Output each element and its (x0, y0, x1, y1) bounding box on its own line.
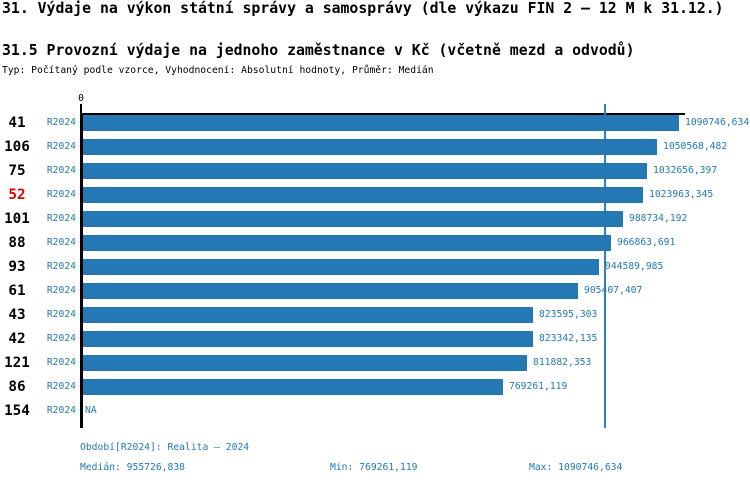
bar (83, 211, 623, 227)
row-id-label: 61 (8, 283, 26, 299)
chart-row: 86 R2024 769261,119 (0, 379, 750, 395)
bar-value-label: 823595,303 (539, 309, 598, 320)
row-id-label: 121 (4, 355, 30, 371)
axis-left-line (80, 113, 83, 428)
footer-period-label: Období[R2024]: Realita – 2024 (80, 442, 250, 453)
bar-value-label: 769261,119 (509, 381, 568, 392)
row-period-label: R2024 (46, 213, 76, 224)
row-period-label: R2024 (46, 333, 76, 344)
bar (83, 187, 643, 203)
bar (83, 235, 611, 251)
axis-top-line (80, 113, 685, 115)
bar-value-label: 905407,407 (584, 285, 643, 296)
bar-value-label: 944589,985 (605, 261, 664, 272)
row-id-label: 52 (8, 187, 26, 203)
footer-max-label: Max: 1090746,634 (529, 462, 623, 473)
row-period-label: R2024 (46, 165, 76, 176)
bar (83, 139, 657, 155)
chart-row: 41 R2024 1090746,634 (0, 115, 750, 131)
page-title: 31. Výdaje na výkon státní správy a samo… (2, 0, 724, 17)
bar-value-label: 1050568,482 (663, 141, 728, 152)
bar-value-label: 988734,192 (629, 213, 688, 224)
bar (83, 331, 533, 347)
row-id-label: 101 (4, 211, 30, 227)
bar-value-label: 823342,135 (539, 333, 598, 344)
chart-meta-line: Typ: Počítaný podle vzorce, Vyhodnocení:… (2, 65, 434, 76)
row-period-label: R2024 (46, 117, 76, 128)
chart-row: 93 R2024 944589,985 (0, 259, 750, 275)
bar-value-label: 1023963,345 (649, 189, 714, 200)
chart-row: 154 R2024 NA (0, 403, 750, 419)
chart-row: 101 R2024 988734,192 (0, 211, 750, 227)
bar (83, 379, 503, 395)
bar-value-label: 1032656,397 (653, 165, 718, 176)
bar (83, 283, 578, 299)
row-id-label: 154 (4, 403, 30, 419)
chart-row: 88 R2024 966863,691 (0, 235, 750, 251)
row-period-label: R2024 (46, 381, 76, 392)
bar-value-label: NA (85, 405, 97, 416)
chart-row: 61 R2024 905407,407 (0, 283, 750, 299)
row-period-label: R2024 (46, 309, 76, 320)
chart-row: 121 R2024 811882,353 (0, 355, 750, 371)
row-id-label: 42 (8, 331, 26, 347)
chart-row: 43 R2024 823595,303 (0, 307, 750, 323)
chart-subtitle: 31.5 Provozní výdaje na jednoho zaměstna… (2, 42, 635, 59)
chart-row: 42 R2024 823342,135 (0, 331, 750, 347)
chart-row: 52 R2024 1023963,345 (0, 187, 750, 203)
bar (83, 115, 679, 131)
axis-zero-tick (80, 104, 82, 113)
row-id-label: 93 (8, 259, 26, 275)
row-period-label: R2024 (46, 405, 76, 416)
row-id-label: 86 (8, 379, 26, 395)
row-id-label: 106 (4, 139, 30, 155)
bar (83, 307, 533, 323)
footer-min-label: Min: 769261,119 (330, 462, 418, 473)
footer-median-label: Medián: 955726,838 (80, 462, 185, 473)
row-period-label: R2024 (46, 189, 76, 200)
bar-value-label: 811882,353 (533, 357, 592, 368)
median-line (604, 104, 606, 428)
row-period-label: R2024 (46, 261, 76, 272)
row-period-label: R2024 (46, 141, 76, 152)
row-id-label: 75 (8, 163, 26, 179)
bar (83, 163, 647, 179)
bar (83, 259, 599, 275)
row-period-label: R2024 (46, 357, 76, 368)
chart-row: 75 R2024 1032656,397 (0, 163, 750, 179)
bar (83, 355, 527, 371)
row-id-label: 43 (8, 307, 26, 323)
row-period-label: R2024 (46, 237, 76, 248)
axis-zero-label: 0 (78, 93, 84, 104)
row-id-label: 41 (8, 115, 26, 131)
bar-value-label: 966863,691 (617, 237, 676, 248)
chart-row: 106 R2024 1050568,482 (0, 139, 750, 155)
bar-value-label: 1090746,634 (685, 117, 750, 128)
row-id-label: 88 (8, 235, 26, 251)
row-period-label: R2024 (46, 285, 76, 296)
